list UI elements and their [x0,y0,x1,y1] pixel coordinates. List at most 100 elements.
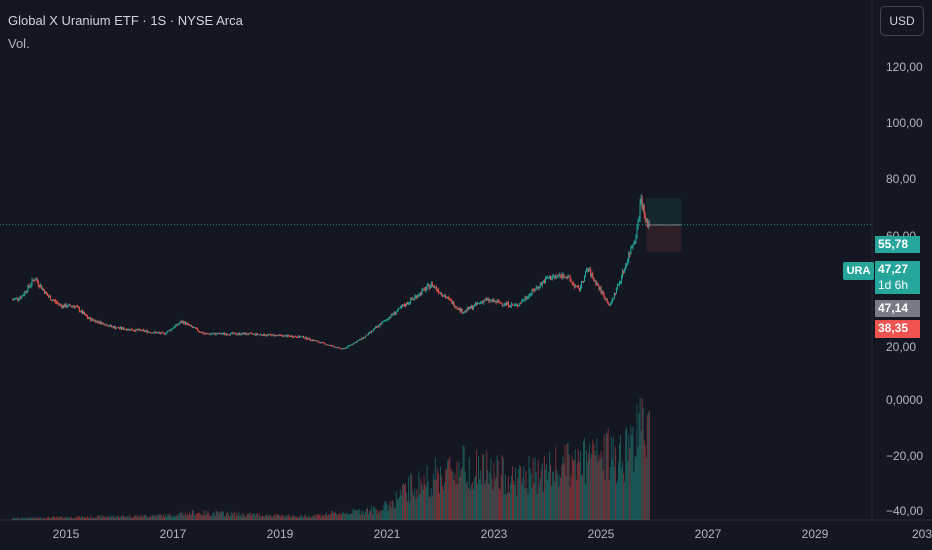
volume-bar [298,517,300,520]
volume-bar [386,504,388,520]
candle-body [515,305,517,306]
candle-body [102,322,104,324]
volume-bar [379,512,381,520]
candle-body [462,313,464,314]
volume-bar [95,518,97,520]
candle-body [204,333,206,335]
volume-bar [126,517,128,520]
candle-body [41,288,43,290]
candle-body [513,305,515,306]
volume-bar [624,481,626,520]
candle-body [251,333,253,335]
candle-body [412,298,414,300]
candle-body [552,277,554,279]
volume-bar [234,511,236,520]
candle-body [567,276,569,278]
candle-body [446,297,448,299]
candle-body [596,283,598,285]
candle-body [58,303,60,305]
volume-bar [531,487,533,520]
volume-bar [206,514,208,520]
candle-body [311,339,313,341]
volume-bar [420,478,422,520]
candle-body [194,327,196,329]
volume-bar [319,513,321,520]
volume-bar [564,445,566,520]
candle-body [60,304,62,306]
candle-body [539,283,541,288]
candle-body [328,345,330,346]
volume-bar [187,514,189,520]
volume-bar [572,460,574,520]
volume-bar [179,513,181,520]
candle-body [235,333,237,335]
candle-body [598,286,600,290]
candle-body [160,333,162,334]
candle-body [627,259,629,265]
volume-bar [251,513,253,520]
candle-body [123,327,125,330]
candle-body [363,337,365,339]
y-tick-label: 100,00 [886,116,923,130]
currency-button[interactable]: USD [880,6,924,36]
candle-body [586,270,588,272]
volume-bar [232,513,234,520]
candle-body [359,339,361,341]
candle-body [237,334,239,335]
candle-body [574,286,576,287]
volume-bar [195,514,197,520]
volume-bar [286,514,288,520]
candle-body [79,311,81,313]
volume-bar [19,518,21,520]
volume-bar [452,471,454,520]
candle-body [581,281,583,283]
volume-bar [550,464,552,520]
candle-body [509,306,511,308]
candle-body [80,310,82,312]
volume-bar [130,517,132,520]
volume-bar [214,515,216,520]
candle-body [563,274,565,277]
candle-body [456,307,458,309]
volume-bar [90,515,92,520]
candle-body [271,334,273,337]
volume-bar [257,516,259,520]
candle-body [405,305,407,307]
volume-bar [116,516,118,520]
volume-bar [310,517,312,520]
volume-bar [412,491,414,520]
volume-bar [137,515,139,520]
volume-bar [27,517,29,520]
volume-bar [565,476,567,520]
volume-bar [110,517,112,520]
volume-bar [188,511,190,520]
volume-bar [258,513,260,520]
candle-body [525,297,527,299]
candle-body [474,303,476,305]
candle-body [108,326,110,327]
candle-body [469,306,471,309]
volume-bar [577,449,579,520]
volume-indicator-label[interactable]: Vol. [8,36,30,51]
volume-bar [610,436,612,520]
candle-body [510,303,512,307]
volume-bar [267,516,269,520]
volume-bar [504,474,506,520]
candle-body [226,333,227,335]
candle-body [115,328,117,329]
volume-bar [542,491,544,520]
volume-bar [570,475,572,520]
volume-bar [223,516,225,520]
volume-bar [201,514,203,520]
candle-body [109,324,111,327]
volume-bar [92,517,94,520]
volume-bar [174,516,176,520]
volume-bar [277,514,279,520]
volume-bar [396,499,398,520]
volume-bar [492,490,494,520]
volume-bar [591,453,593,520]
volume-bar [557,473,559,520]
volume-bar [109,515,111,520]
x-tick-label: 2015 [53,527,80,541]
